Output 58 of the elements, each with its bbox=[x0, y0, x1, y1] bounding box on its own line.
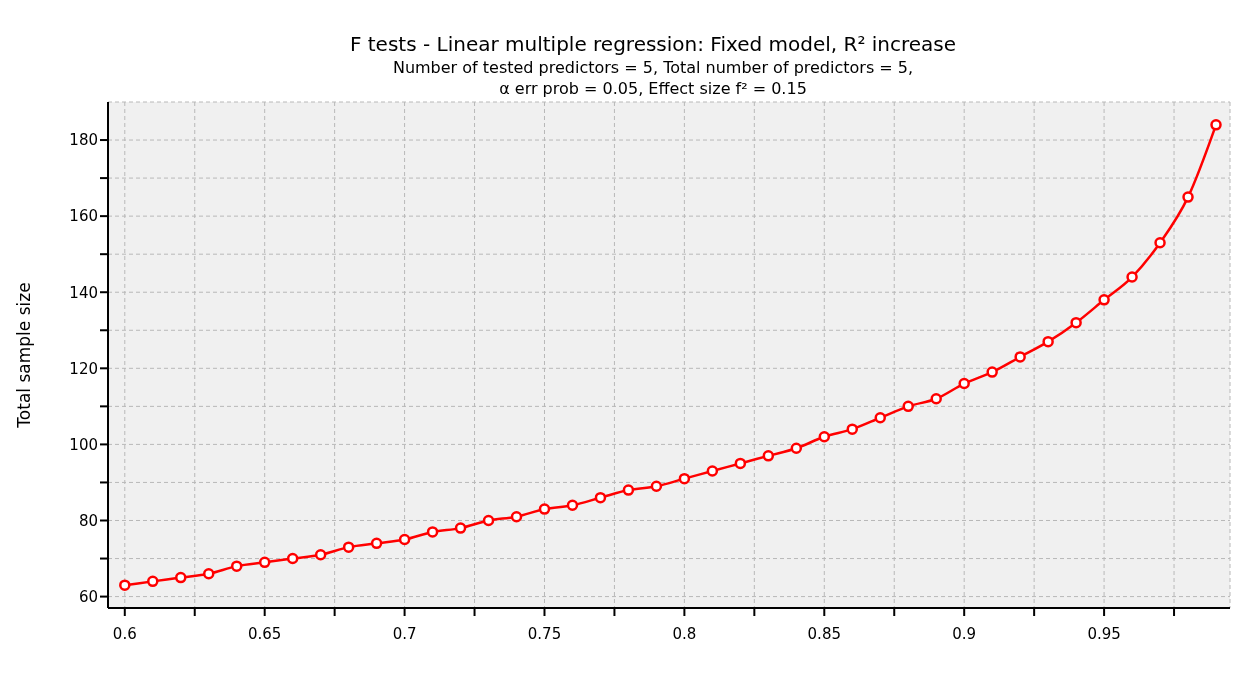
point bbox=[342, 541, 355, 553]
point bbox=[986, 366, 998, 378]
x-tick-label: 0.9 bbox=[952, 624, 977, 643]
chart-subtitle: Number of tested predictors = 5, Total number of predictors = 5, α err prob = 0.05, Effect size f² = 0.15 bbox=[391, 58, 915, 98]
point bbox=[958, 377, 970, 390]
point bbox=[286, 552, 299, 565]
point bbox=[594, 491, 607, 504]
point bbox=[874, 412, 886, 424]
x-tick-label: 0.6 bbox=[112, 624, 137, 643]
point bbox=[482, 514, 495, 527]
x-tick-label: 0.85 bbox=[807, 624, 841, 643]
point bbox=[230, 560, 243, 572]
y-tick-label: 180 bbox=[69, 131, 98, 150]
point bbox=[734, 457, 747, 470]
point bbox=[538, 503, 551, 515]
point bbox=[1014, 351, 1026, 363]
point bbox=[790, 442, 803, 454]
point bbox=[818, 431, 831, 443]
x-tick-label: 0.75 bbox=[527, 624, 562, 643]
point bbox=[1182, 191, 1194, 203]
point bbox=[314, 548, 327, 561]
point bbox=[258, 556, 271, 569]
y-tick-label: 100 bbox=[69, 435, 98, 454]
y-tick-label: 120 bbox=[69, 359, 98, 378]
y-tick-label: 80 bbox=[78, 511, 98, 530]
point bbox=[175, 571, 187, 584]
point bbox=[1126, 271, 1138, 283]
y-tick-label: 60 bbox=[78, 587, 98, 606]
point bbox=[398, 533, 411, 546]
point bbox=[1070, 316, 1082, 329]
point bbox=[846, 423, 859, 435]
point bbox=[510, 510, 523, 523]
y-tick-label: 140 bbox=[69, 283, 98, 302]
x-tick-label: 0.7 bbox=[392, 624, 417, 643]
point bbox=[1042, 335, 1054, 348]
point bbox=[762, 450, 775, 462]
point bbox=[119, 579, 131, 591]
point bbox=[622, 484, 635, 496]
point bbox=[566, 499, 579, 512]
x-tick-label: 0.8 bbox=[672, 624, 697, 643]
point bbox=[1154, 237, 1166, 249]
point bbox=[370, 537, 383, 550]
point bbox=[1098, 294, 1110, 306]
y-axis-title: Total sample size bbox=[14, 282, 35, 429]
x-tick-label: 0.65 bbox=[247, 624, 282, 643]
point bbox=[202, 568, 215, 580]
point bbox=[930, 393, 942, 405]
y-tick-label: 160 bbox=[69, 207, 98, 226]
point bbox=[902, 400, 914, 413]
chart-title: F tests - Linear multiple regression: Fixed model, R² increase bbox=[348, 32, 958, 56]
point bbox=[706, 465, 719, 477]
point bbox=[454, 522, 467, 534]
x-tick-label: 0.95 bbox=[1087, 624, 1121, 643]
point bbox=[1210, 119, 1222, 131]
point bbox=[650, 480, 663, 493]
point bbox=[426, 526, 439, 538]
point bbox=[678, 472, 691, 485]
point bbox=[147, 575, 159, 588]
